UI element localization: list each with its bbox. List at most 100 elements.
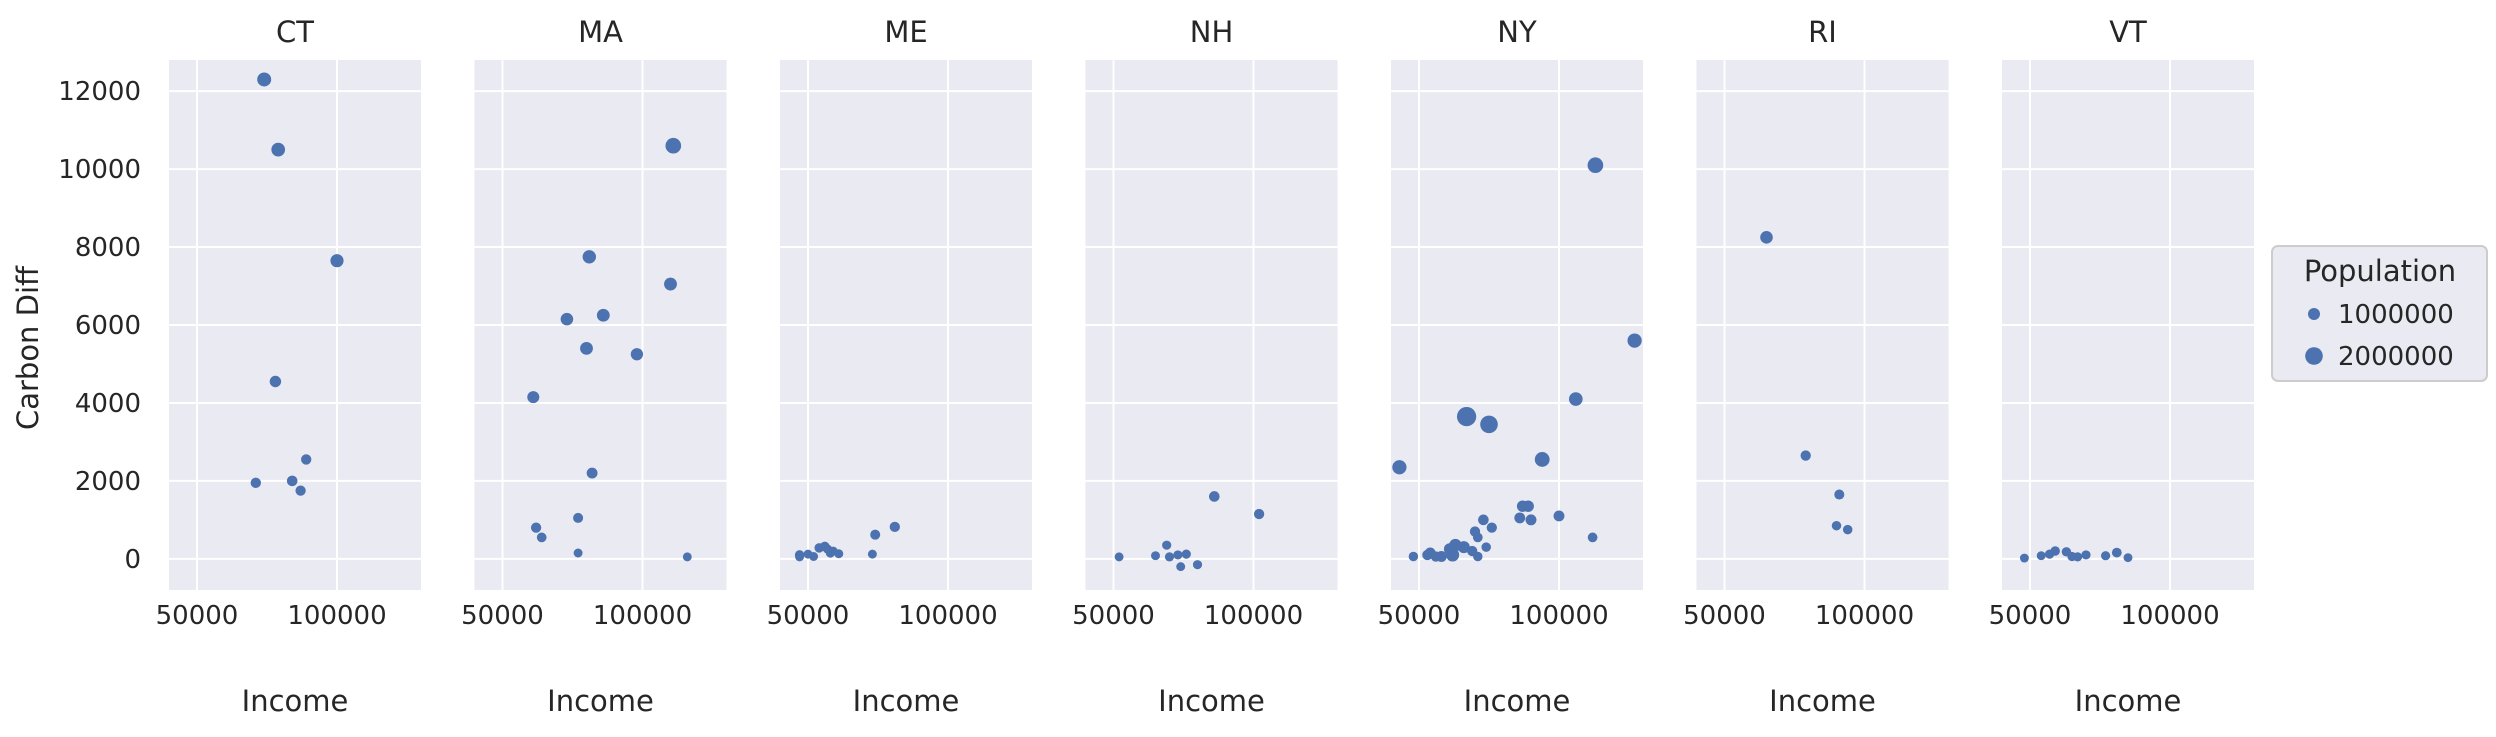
scatter-point bbox=[1525, 514, 1537, 526]
scatter-point bbox=[1392, 460, 1407, 475]
scatter-point bbox=[1457, 541, 1470, 554]
x-tick-label: 50000 bbox=[1683, 601, 1766, 631]
x-tick-label: 100000 bbox=[2120, 601, 2219, 631]
scatter-point bbox=[867, 549, 877, 559]
legend: Population 1000000 2000000 bbox=[2271, 245, 2488, 382]
scatter-point bbox=[1553, 510, 1565, 522]
scatter-point bbox=[573, 548, 583, 558]
scatter-point bbox=[1568, 392, 1583, 406]
scatter-point bbox=[1514, 512, 1526, 524]
legend-label: 2000000 bbox=[2338, 342, 2454, 372]
x-axis-label: Income bbox=[242, 684, 349, 718]
scatter-point bbox=[596, 308, 610, 322]
x-tick-label: 50000 bbox=[461, 601, 544, 631]
scatter-point bbox=[1480, 415, 1498, 434]
scatter-point bbox=[586, 467, 598, 479]
panel-ri: RI 50000 100000 Income bbox=[1683, 15, 1949, 718]
y-tick-label: 6000 bbox=[75, 311, 141, 341]
scatter-point bbox=[1522, 500, 1534, 512]
scatter-point bbox=[1430, 551, 1441, 562]
scatter-point bbox=[330, 254, 344, 268]
scatter-point bbox=[1473, 551, 1483, 562]
panel-nh: NH 50000 100000 Income bbox=[1072, 15, 1338, 718]
x-axis-label: Income bbox=[1158, 684, 1265, 718]
scatter-point bbox=[1181, 549, 1191, 559]
scatter-point bbox=[527, 391, 540, 404]
x-tick-label: 50000 bbox=[1072, 601, 1155, 631]
scatter-point bbox=[1173, 550, 1183, 560]
y-tick-label: 0 bbox=[124, 545, 141, 575]
panel-ma: MA 50000 100000 Income bbox=[461, 15, 727, 718]
scatter-point bbox=[834, 549, 844, 559]
legend-title: Population bbox=[2304, 254, 2456, 288]
scatter-point bbox=[2019, 553, 2029, 563]
scatter-point bbox=[870, 529, 881, 540]
panel-title: CT bbox=[276, 15, 314, 49]
scatter-point bbox=[1472, 532, 1483, 543]
scatter-point bbox=[1478, 514, 1489, 526]
x-tick-label: 100000 bbox=[287, 601, 386, 631]
x-tick-label: 100000 bbox=[1815, 601, 1914, 631]
x-tick-label: 100000 bbox=[1509, 601, 1608, 631]
x-tick-label: 100000 bbox=[898, 601, 997, 631]
x-axis-label: Income bbox=[1464, 684, 1571, 718]
scatter-point bbox=[2050, 546, 2060, 556]
panel-title: NY bbox=[1497, 15, 1537, 49]
x-axis-label: Income bbox=[547, 684, 654, 718]
scatter-point bbox=[286, 475, 298, 487]
panel-title: MA bbox=[578, 15, 623, 49]
scatter-point bbox=[582, 250, 596, 264]
scatter-point bbox=[2111, 547, 2122, 558]
scatter-point bbox=[536, 532, 547, 543]
scatter-point bbox=[1192, 560, 1203, 570]
scatter-point bbox=[1481, 542, 1491, 552]
scatter-point bbox=[1831, 520, 1842, 531]
panel-ny: NY 50000 100000 Income bbox=[1378, 15, 1643, 718]
x-tick-label: 50000 bbox=[1989, 601, 2072, 631]
scatter-point bbox=[1408, 551, 1419, 562]
x-tick-label: 100000 bbox=[593, 601, 692, 631]
x-tick-label: 50000 bbox=[767, 601, 850, 631]
scatter-point bbox=[1422, 549, 1433, 561]
scatter-point bbox=[1209, 491, 1220, 502]
scatter-point bbox=[1842, 524, 1853, 535]
scatter-point bbox=[2081, 550, 2091, 560]
scatter-point bbox=[2073, 552, 2083, 562]
scatter-point bbox=[573, 512, 584, 523]
scatter-point bbox=[682, 552, 692, 562]
x-tick-label: 50000 bbox=[1378, 601, 1461, 631]
scatter-point bbox=[1627, 333, 1642, 348]
panel-title: NH bbox=[1190, 15, 1234, 49]
scatter-point bbox=[1151, 551, 1160, 561]
panel-title: VT bbox=[2109, 15, 2147, 49]
scatter-point bbox=[2123, 553, 2133, 563]
panel-title: ME bbox=[884, 15, 927, 49]
scatter-point bbox=[1800, 450, 1811, 461]
scatter-point bbox=[1534, 452, 1550, 467]
panels-layer: CT 50000 100000 Income 0 2000 4000 6000 8000 1000… bbox=[58, 15, 2254, 718]
panel-title: RI bbox=[1808, 15, 1837, 49]
scatter-point bbox=[809, 552, 819, 561]
scatter-point bbox=[1456, 406, 1477, 427]
scatter-point bbox=[269, 375, 282, 388]
panel-ct: CT 50000 100000 Income 0 2000 4000 6000 8000 1000… bbox=[58, 15, 421, 718]
scatter-point bbox=[1162, 540, 1172, 550]
scatter-point bbox=[2101, 551, 2111, 561]
scatter-point bbox=[1176, 562, 1186, 572]
scatter-point bbox=[295, 485, 306, 496]
y-tick-label: 8000 bbox=[75, 233, 141, 263]
x-axis-label: Income bbox=[2075, 684, 2182, 718]
scatter-point bbox=[271, 142, 286, 157]
scatter-point bbox=[1164, 552, 1175, 562]
scatter-point bbox=[1760, 231, 1773, 244]
y-tick-label: 2000 bbox=[75, 467, 141, 497]
scatter-point bbox=[1114, 552, 1124, 562]
y-tick-label: 4000 bbox=[75, 389, 141, 419]
legend-frame bbox=[2271, 245, 2488, 382]
scatter-point bbox=[1486, 522, 1497, 533]
panel-me: ME 50000 100000 Income bbox=[767, 15, 1032, 718]
panel-vt: VT 50000 100000 Income bbox=[1989, 15, 2254, 718]
scatter-point bbox=[665, 137, 682, 154]
x-tick-label: 100000 bbox=[1204, 601, 1303, 631]
